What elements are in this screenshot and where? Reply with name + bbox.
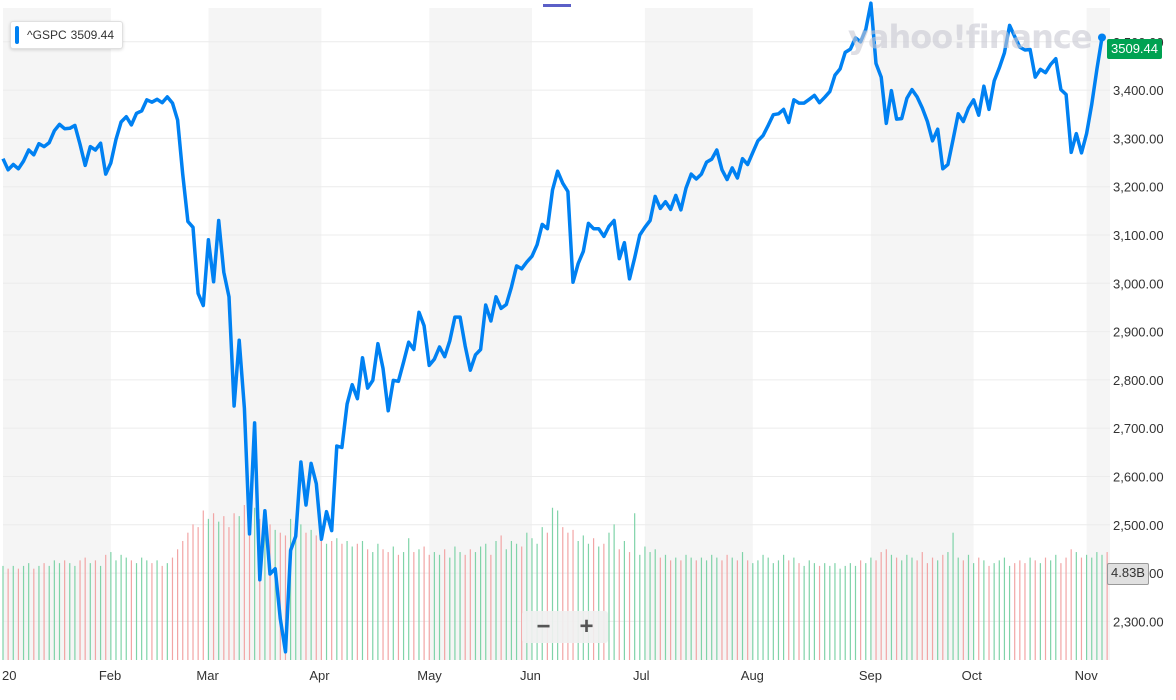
y-tick-label: 2,600.00 [1113,469,1164,484]
y-tick-label: 2,700.00 [1113,421,1164,436]
y-tick-label: 3,100.00 [1113,228,1164,243]
legend-value: 3509.44 [70,28,115,42]
range-marker [543,4,571,7]
y-tick-label: 2,900.00 [1113,325,1164,340]
yahoo-finance-watermark: yahoo!finance [848,18,1093,56]
y-tick-label: 3,000.00 [1113,276,1164,291]
y-tick-label: 2,300.00 [1113,614,1164,629]
price-line-layer [1,1,1106,654]
month-band [3,8,111,660]
x-tick-label: Oct [962,668,983,683]
y-tick-label: 3,200.00 [1113,180,1164,195]
legend-symbol: ^GSPC [27,28,67,42]
y-tick-label: 3,400.00 [1113,83,1164,98]
volume-badge: 4.83B [1107,563,1149,585]
month-bands [3,8,1110,660]
y-tick-label: 2,800.00 [1113,373,1164,388]
y-tick-label: 3,300.00 [1113,131,1164,146]
x-tick-label: Sep [859,668,882,683]
zoom-control: − + [522,611,608,643]
month-band [644,8,753,660]
month-band [1086,8,1110,660]
price-line [1,1,1104,654]
last-price-badge: 3509.44 [1107,39,1162,59]
y-tick-label: 2,500.00 [1113,518,1164,533]
x-tick-label: Jun [520,668,541,683]
legend-swatch-icon [15,26,19,44]
y-axis-labels: 2,300.002,400.002,500.002,600.002,700.00… [1113,35,1164,630]
series-legend[interactable]: ^GSPC 3509.44 [10,21,124,49]
x-tick-label: Jul [633,668,650,683]
x-tick-label: May [417,668,442,683]
zoom-out-button[interactable]: − [536,613,551,640]
x-tick-label: Apr [309,668,330,683]
x-tick-label: Mar [196,668,219,683]
x-tick-label: Aug [741,668,764,683]
zoom-in-button[interactable]: + [579,613,594,640]
x-tick-label: Feb [99,668,121,683]
x-tick-label: Nov [1075,668,1099,683]
x-axis-labels: 20 Feb Mar Apr May Jun Jul Aug Sep Oct Nov [2,668,1098,683]
x-tick-label: 20 [2,668,16,683]
last-point [1098,33,1106,42]
